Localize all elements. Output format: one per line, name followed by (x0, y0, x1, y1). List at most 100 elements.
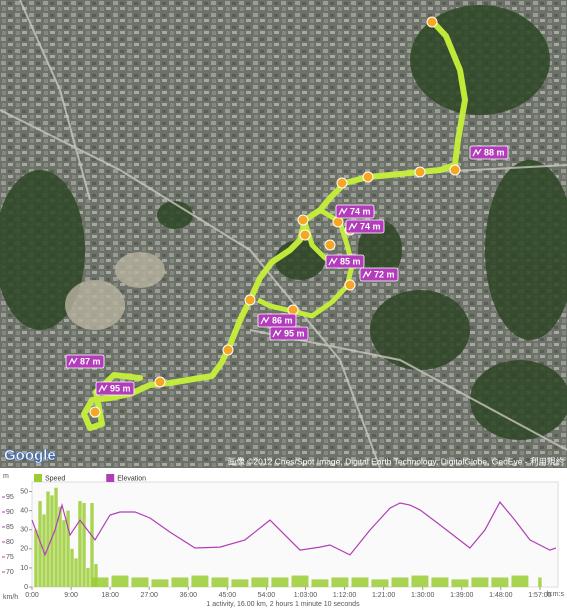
speed-bar (538, 577, 542, 587)
elevation-icon (472, 148, 482, 157)
elevation-label: 74 m (360, 221, 381, 231)
speed-bar (91, 577, 109, 587)
elevation-label: 86 m (272, 315, 293, 325)
speed-bar (58, 506, 62, 587)
speed-bar (50, 495, 54, 587)
map[interactable]: 88 m 74 m 74 m 85 m 72 m 86 m 95 m 87 m 95 m Goo… (0, 0, 567, 469)
x-tick-label: 45:00 (219, 592, 237, 599)
speed-bar (331, 577, 349, 587)
y2-tick-label: 75 (6, 554, 14, 561)
elevation-icon (260, 316, 270, 325)
x-tick-label: 1:57:00 (528, 592, 551, 599)
map-footer: Google 画像 ©2012 Cnes/Spot Image, Digital… (4, 447, 564, 467)
speed-bar (78, 501, 82, 587)
y2-axis-label: m (3, 473, 9, 480)
speed-bar (351, 577, 369, 587)
x-tick-label: 9:00 (64, 592, 78, 599)
x-axis-label: h:m:s (547, 591, 565, 598)
speed-bar (62, 520, 66, 587)
speed-bar (271, 577, 289, 587)
speed-bar (291, 575, 309, 587)
speed-bar (94, 564, 98, 587)
elevation-label: 95 m (284, 328, 305, 338)
waypoint (154, 376, 166, 388)
waypoint (362, 171, 374, 183)
x-tick-label: 1:03:00 (294, 592, 317, 599)
elevation-label-box (335, 204, 375, 219)
google-logo: Google (4, 447, 56, 464)
speed-bar (111, 575, 129, 587)
waypoint (297, 214, 309, 226)
legend-label: Speed (45, 475, 65, 482)
speed-bar (251, 577, 269, 587)
legend-swatch (106, 474, 115, 482)
elevation-label-box (345, 219, 385, 234)
elevation-label-box (325, 254, 365, 269)
legend-swatch (34, 474, 42, 482)
speed-bar (34, 529, 38, 587)
attribution[interactable]: 画像 ©2012 Cnes/Spot Image, Digital Earth … (228, 456, 564, 466)
y-axis-label: km/h (3, 594, 18, 601)
x-tick-label: 1:39:00 (450, 592, 473, 599)
route-loop (256, 207, 355, 319)
elevation-label-box (95, 381, 135, 396)
x-tick-label: 1:12:00 (333, 592, 356, 599)
elevation-label: 88 m (484, 147, 505, 157)
speed-bar (471, 577, 489, 587)
x-tick-label: 1:21:00 (372, 592, 395, 599)
y-tick-label: 10 (20, 565, 28, 572)
elevation-label-box (65, 354, 105, 369)
speed-bar (54, 487, 58, 587)
speed-bar (411, 575, 429, 587)
elevation-label-box (269, 326, 309, 341)
x-tick-label: 27:00 (140, 592, 158, 599)
x-tick-label: 1:30:00 (411, 592, 434, 599)
speed-bar (491, 577, 509, 587)
waypoint (344, 279, 356, 291)
waypoint (426, 16, 438, 28)
elevation-label: 85 m (340, 256, 361, 266)
speed-bar (90, 503, 94, 587)
plot-area (31, 481, 559, 588)
speed-bar (511, 575, 529, 587)
elevation-icon (362, 270, 372, 279)
speed-bar (70, 548, 74, 587)
elevation-icon (68, 357, 78, 366)
markers: 88 m 74 m 74 m 85 m 72 m 86 m 95 m 87 m 95 m (65, 16, 509, 418)
y2-tick-label: 85 (6, 524, 14, 531)
speed-bar (311, 579, 329, 587)
elevation-label-box (469, 145, 509, 160)
waypoint (287, 304, 299, 316)
y-tick-label: 30 (20, 527, 28, 534)
elevation-label: 74 m (350, 206, 371, 216)
speed-bar (391, 577, 409, 587)
y2-tick-label: 70 (6, 569, 14, 576)
route (81, 19, 468, 431)
speed-bar (74, 558, 78, 587)
x-tick-label: 36:00 (180, 592, 198, 599)
speed-bar (131, 577, 149, 587)
y-tick-label: 50 (20, 488, 28, 495)
waypoint (336, 177, 348, 189)
elevation-icon (328, 257, 338, 266)
speed-bar (82, 503, 86, 587)
elevation-label: 95 m (110, 383, 131, 393)
waypoint (332, 216, 344, 228)
speed-bar (86, 567, 90, 587)
elevation-icon (272, 329, 282, 338)
y2-tick-label: 90 (6, 509, 14, 516)
elevation-label-box (359, 267, 399, 282)
waypoint (449, 164, 461, 176)
x-tick-label: 1:48:00 (489, 592, 512, 599)
x-tick-label: 0:00 (25, 592, 39, 599)
elevation-line (31, 501, 557, 557)
speed-bar (191, 575, 209, 587)
speed-bar (371, 579, 389, 587)
quarry (65, 252, 165, 330)
waypoint (244, 294, 256, 306)
speed-bar (151, 579, 169, 587)
elevation-icon (338, 207, 348, 216)
waypoint (324, 239, 336, 251)
y-tick-label: 0 (24, 584, 28, 591)
